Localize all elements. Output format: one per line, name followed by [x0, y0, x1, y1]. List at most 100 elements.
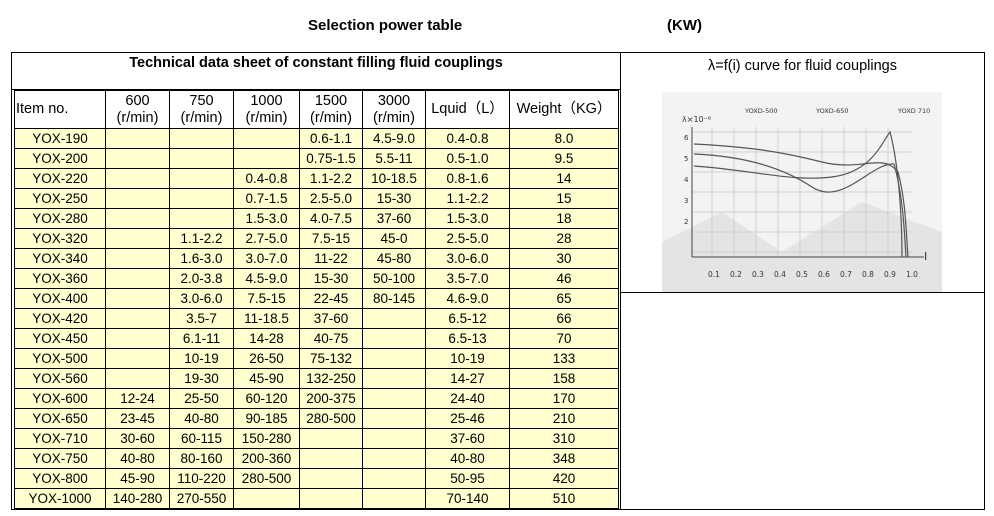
table-cell: 45-0	[362, 228, 426, 249]
table-cell	[299, 428, 363, 449]
table-cell	[105, 268, 170, 289]
curve-image: λ×10⁻⁶ YOXD-500 YOXD-650 YOXD 710 6 5 4 3 2 0.1 0.…	[662, 92, 942, 292]
table-row: YOX-560 19-30 45-90 132-250 14-27 158	[14, 368, 619, 389]
table-cell	[233, 488, 300, 509]
table-cell: 45-90	[233, 368, 300, 389]
table-cell: 8.0	[509, 128, 619, 149]
table-row: YOX-340 1.6-3.0 3.0-7.0 11-22 45-80 3.0-6.0 30	[14, 248, 619, 269]
table-cell	[105, 308, 170, 329]
table-cell: 10-19	[425, 348, 510, 369]
table-cell: 4.5-9.0	[362, 128, 426, 149]
table-cell: 6.1-11	[169, 328, 234, 349]
table-cell: 26-50	[233, 348, 300, 369]
y-tick-label: 6	[684, 134, 689, 142]
table-row: YOX-280 1.5-3.0 4.0-7.5 37-60 1.5-3.0 18	[14, 208, 619, 229]
table-cell	[105, 368, 170, 389]
table-cell: 14-27	[425, 368, 510, 389]
x-tick-label: 0.7	[840, 270, 852, 279]
table-cell: YOX-800	[14, 468, 106, 489]
figure-panel: λ=f(i) curve for fluid couplings λ×10⁻⁶ Y…	[621, 53, 984, 293]
table-cell: 40-75	[299, 328, 363, 349]
table-cell: 23-45	[105, 408, 170, 429]
table-cell: 90-185	[233, 408, 300, 429]
table-row: YOX-400 3.0-6.0 7.5-15 22-45 80-145 4.6-9.0 65	[14, 288, 619, 309]
table-cell: YOX-320	[14, 228, 106, 249]
table-cell: 1.1-2.2	[169, 228, 234, 249]
table-cell	[299, 468, 363, 489]
table-cell	[105, 328, 170, 349]
table-cell	[362, 448, 426, 469]
table-cell: 280-500	[299, 408, 363, 429]
table-cell: 80-160	[169, 448, 234, 469]
x-tick-label: 1.0	[906, 270, 918, 279]
table-cell: 3.5-7	[169, 308, 234, 329]
column-header: Lquid（L）	[425, 90, 510, 129]
table-cell: 210	[509, 408, 619, 429]
table-cell	[233, 148, 300, 169]
header-unit: (r/min)	[180, 109, 223, 126]
x-tick-label: 0.4	[774, 270, 786, 279]
table-row: YOX-710 30-60 60-115 150-280 37-60 310	[14, 428, 619, 449]
table-cell	[233, 128, 300, 149]
table-cell: YOX-500	[14, 348, 106, 369]
curve-label: YOXD 710	[897, 107, 930, 115]
table-cell	[362, 348, 426, 369]
table-cell: 70-140	[425, 488, 510, 509]
table-cell: 348	[509, 448, 619, 469]
header-label: Item no.	[16, 101, 69, 117]
table-cell: 15-30	[299, 268, 363, 289]
table-cell: YOX-340	[14, 248, 106, 269]
table-cell: 9.5	[509, 148, 619, 169]
table-row: YOX-220 0.4-0.8 1.1-2.2 10-18.5 0.8-1.6 14	[14, 168, 619, 189]
table-cell: 10-19	[169, 348, 234, 369]
header-label: 750	[189, 92, 214, 109]
table-row: YOX-200 0.75-1.5 5.5-11 0.5-1.0 9.5	[14, 148, 619, 169]
x-tick-label: 0.8	[862, 270, 874, 279]
table-cell: 18	[509, 208, 619, 229]
x-tick-label: 0.6	[818, 270, 830, 279]
curve-label: YOXD-500	[744, 107, 778, 115]
table-cell: YOX-650	[14, 408, 106, 429]
table-cell: YOX-250	[14, 188, 106, 209]
table-cell: 10-18.5	[362, 168, 426, 189]
table-cell: 70	[509, 328, 619, 349]
table-cell	[169, 208, 234, 229]
table-cell: YOX-710	[14, 428, 106, 449]
table-cell: 5.5-11	[362, 148, 426, 169]
x-axis-label: I	[924, 250, 927, 263]
table-cell	[169, 148, 234, 169]
table-cell: 24-40	[425, 388, 510, 409]
table-cell: 15-30	[362, 188, 426, 209]
table-cell: 15	[509, 188, 619, 209]
table-cell: 1.5-3.0	[233, 208, 300, 229]
column-header: 1500 (r/min)	[299, 90, 363, 129]
table-cell: 2.5-5.0	[299, 188, 363, 209]
table-row: YOX-360 2.0-3.8 4.5-9.0 15-30 50-100 3.5-7.0 4…	[14, 268, 619, 289]
table-cell: 4.6-9.0	[425, 288, 510, 309]
table-cell	[105, 288, 170, 309]
table-row: YOX-320 1.1-2.2 2.7-5.0 7.5-15 45-0 2.5-5.0 28	[14, 228, 619, 249]
column-header: 600 (r/min)	[105, 90, 170, 129]
table-cell	[105, 188, 170, 209]
data-table: Item no. 600 (r/min) 750 (r/min) 1000 (r/min) 1…	[14, 90, 619, 509]
table-cell	[299, 448, 363, 469]
table-cell	[362, 368, 426, 389]
table-cell: 7.5-15	[299, 228, 363, 249]
table-cell: YOX-400	[14, 288, 106, 309]
table-cell: YOX-600	[14, 388, 106, 409]
table-cell: 2.5-5.0	[425, 228, 510, 249]
header-unit: (r/min)	[245, 109, 288, 126]
column-header: Item no.	[14, 90, 106, 129]
header-unit: (r/min)	[310, 109, 352, 126]
table-cell: 14	[509, 168, 619, 189]
table-row: YOX-650 23-45 40-80 90-185 280-500 25-46 210	[14, 408, 619, 429]
table-cell: 40-80	[425, 448, 510, 469]
table-cell: 37-60	[362, 208, 426, 229]
table-cell: 4.0-7.5	[299, 208, 363, 229]
table-cell: 200-375	[299, 388, 363, 409]
y-tick-label: 2	[684, 218, 688, 226]
table-cell	[362, 428, 426, 449]
table-cell: 2.0-3.8	[169, 268, 234, 289]
table-cell: 310	[509, 428, 619, 449]
